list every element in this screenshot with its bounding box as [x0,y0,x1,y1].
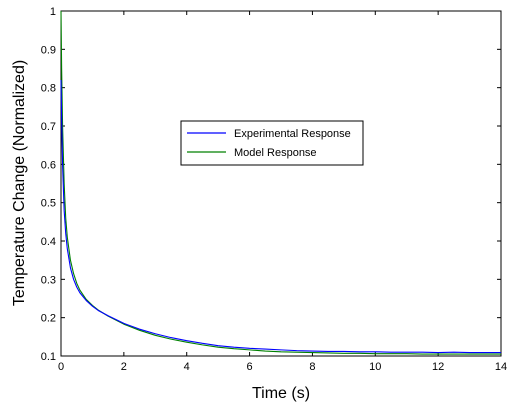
x-axis-label: Time (s) [252,385,310,402]
x-tick-label: 10 [369,361,381,373]
y-axis-ticks: 0.1 0.2 0.3 0.4 0.5 0.6 0.7 0.8 0.9 1 [41,6,501,363]
legend-label-model-response: Model Response [234,147,317,159]
series-line-experimental-response [60,79,501,354]
y-tick-label: 1 [50,6,56,18]
y-axis-label: Temperature Change (Normalized) [11,60,28,306]
plot-area [60,10,502,357]
x-tick-label: 6 [247,361,253,373]
y-tick-label: 0.3 [41,274,56,286]
y-tick-label: 0.9 [41,44,56,56]
x-tick-label: 4 [184,361,190,373]
legend-label-experimental-response: Experimental Response [234,128,351,140]
y-tick-label: 0.8 [41,83,56,95]
x-tick-label: 2 [121,361,127,373]
series-layer [60,10,501,355]
x-tick-label: 0 [58,361,64,373]
legend: Experimental Response Model Response [180,120,364,166]
y-tick-label: 0.5 [41,198,56,210]
y-tick-label: 0.7 [41,121,56,133]
x-tick-label: 8 [309,361,315,373]
x-tick-label: 12 [432,361,444,373]
y-tick-label: 0.2 [41,313,56,325]
y-tick-label: 0.1 [41,351,56,363]
y-tick-label: 0.6 [41,159,56,171]
legend-box [180,120,364,166]
y-tick-label: 0.4 [41,236,56,248]
x-tick-label: 14 [495,361,507,373]
series-line-model-response [60,10,501,355]
